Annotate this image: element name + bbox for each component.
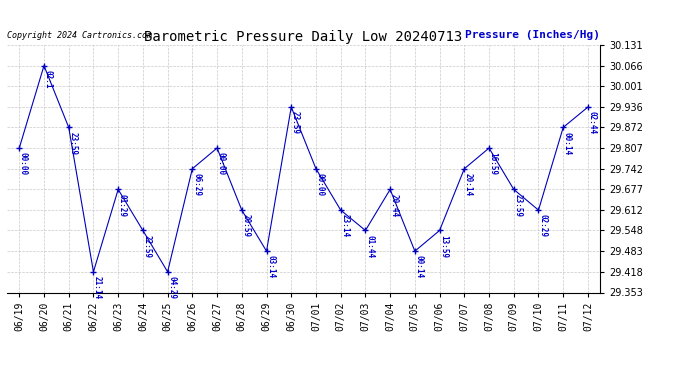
Text: 21:14: 21:14 [93, 276, 102, 299]
Text: 23:14: 23:14 [340, 214, 349, 237]
Text: 02:1: 02:1 [43, 70, 52, 88]
Text: 23:59: 23:59 [513, 194, 522, 217]
Text: 00:00: 00:00 [19, 152, 28, 176]
Text: 02:29: 02:29 [538, 214, 547, 237]
Text: Copyright 2024 Cartronics.com: Copyright 2024 Cartronics.com [7, 31, 152, 40]
Text: 20:59: 20:59 [241, 214, 250, 237]
Text: Pressure (Inches/Hg): Pressure (Inches/Hg) [465, 30, 600, 40]
Text: 04:29: 04:29 [167, 276, 176, 299]
Text: 23:59: 23:59 [68, 132, 77, 154]
Text: 16:59: 16:59 [489, 152, 497, 176]
Text: 01:44: 01:44 [365, 235, 374, 258]
Text: 06:29: 06:29 [192, 173, 201, 196]
Text: 13:59: 13:59 [440, 235, 449, 258]
Text: 03:14: 03:14 [266, 255, 275, 278]
Text: 00:00: 00:00 [315, 173, 324, 196]
Text: 20:14: 20:14 [464, 173, 473, 196]
Text: 22:59: 22:59 [143, 235, 152, 258]
Text: 20:44: 20:44 [390, 194, 399, 217]
Text: 02:44: 02:44 [588, 111, 597, 134]
Text: 23:59: 23:59 [291, 111, 300, 134]
Title: Barometric Pressure Daily Low 20240713: Barometric Pressure Daily Low 20240713 [144, 30, 463, 44]
Text: 01:29: 01:29 [118, 194, 127, 217]
Text: 00:14: 00:14 [563, 132, 572, 154]
Text: 00:14: 00:14 [415, 255, 424, 278]
Text: 00:00: 00:00 [217, 152, 226, 176]
